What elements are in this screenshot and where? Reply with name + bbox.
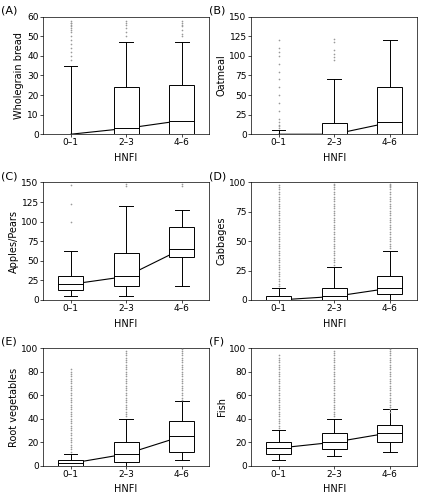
X-axis label: HNFI: HNFI [115,318,138,328]
Bar [114,253,139,286]
Text: (E): (E) [1,337,17,347]
Y-axis label: Cabbages: Cabbages [217,217,227,266]
Bar [321,124,346,134]
Bar [114,87,139,134]
Bar [377,87,402,134]
Bar [114,442,139,462]
Y-axis label: Wholegrain bread: Wholegrain bread [14,32,25,119]
Y-axis label: Root vegetables: Root vegetables [8,368,19,446]
Bar [266,296,291,300]
Bar [377,424,402,442]
Bar [58,460,83,466]
Bar [377,276,402,294]
Bar [321,433,346,450]
X-axis label: HNFI: HNFI [115,484,138,494]
Y-axis label: Fish: Fish [217,398,227,416]
Text: (B): (B) [209,6,225,16]
X-axis label: HNFI: HNFI [115,153,138,163]
Bar [58,276,83,290]
Text: (C): (C) [1,172,18,181]
Bar [169,86,194,134]
Bar [266,442,291,454]
Bar [321,288,346,300]
Y-axis label: Apples/Pears: Apples/Pears [8,210,19,272]
Bar [169,421,194,452]
Bar [169,227,194,257]
Text: (F): (F) [209,337,224,347]
X-axis label: HNFI: HNFI [322,318,346,328]
Text: (D): (D) [209,172,226,181]
X-axis label: HNFI: HNFI [322,484,346,494]
X-axis label: HNFI: HNFI [322,153,346,163]
Text: (A): (A) [1,6,17,16]
Y-axis label: Oatmeal: Oatmeal [217,54,227,96]
